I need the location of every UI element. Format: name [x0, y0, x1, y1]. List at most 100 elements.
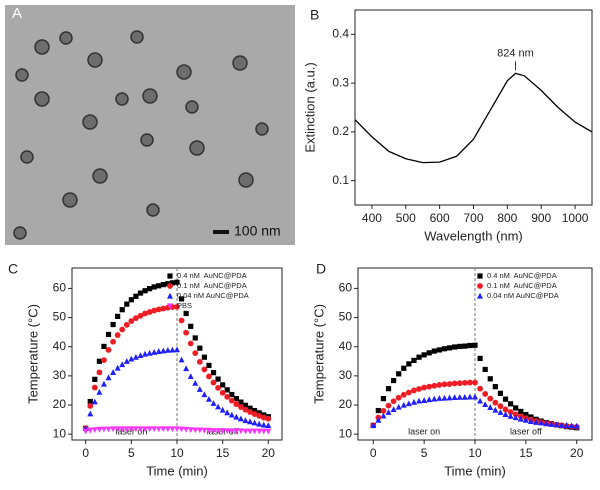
- marker: [522, 416, 529, 423]
- marker: [178, 296, 185, 302]
- marker: [156, 283, 162, 289]
- marker: [101, 343, 107, 350]
- marker: [155, 426, 162, 433]
- marker: [431, 382, 438, 389]
- marker: [132, 426, 139, 433]
- marker: [151, 307, 158, 314]
- marker: [178, 356, 185, 363]
- marker: [101, 357, 107, 364]
- marker: [114, 332, 121, 338]
- legend-marker: [167, 303, 173, 310]
- marker: [119, 326, 126, 333]
- tem-image: A 100 nm: [5, 5, 295, 245]
- legend-marker: [477, 292, 483, 299]
- marker: [472, 379, 478, 386]
- marker: [553, 421, 560, 428]
- marker: [96, 388, 103, 395]
- x-tick-label: 20: [262, 446, 276, 460]
- marker: [446, 345, 453, 351]
- marker: [385, 402, 392, 409]
- marker: [260, 421, 267, 428]
- marker: [100, 380, 107, 387]
- marker: [87, 427, 94, 434]
- marker: [370, 422, 377, 429]
- marker: [110, 338, 116, 345]
- marker: [436, 395, 443, 401]
- marker: [497, 390, 504, 396]
- marker: [205, 427, 212, 434]
- y-axis-label: Temperature (°C): [311, 304, 326, 404]
- y-tick-label: 0.4: [332, 27, 349, 41]
- marker: [390, 406, 397, 412]
- marker: [164, 347, 171, 353]
- marker: [492, 406, 499, 413]
- marker: [174, 303, 180, 310]
- marker: [224, 409, 231, 416]
- legend-label: 0.04 nM AuNC@PDA: [177, 291, 249, 300]
- marker: [233, 396, 239, 402]
- marker: [114, 426, 121, 433]
- marker: [174, 279, 180, 285]
- marker: [137, 290, 144, 296]
- marker: [215, 428, 222, 434]
- marker: [105, 331, 112, 338]
- marker: [527, 418, 534, 424]
- marker: [451, 394, 458, 401]
- marker: [224, 428, 231, 435]
- x-tick-label: 15: [216, 446, 230, 460]
- marker: [164, 426, 171, 433]
- marker: [196, 386, 203, 392]
- marker: [224, 387, 230, 393]
- marker: [128, 318, 135, 324]
- marker: [192, 350, 199, 357]
- marker: [201, 354, 207, 360]
- marker: [206, 373, 212, 380]
- marker: [196, 358, 203, 365]
- marker: [265, 415, 272, 422]
- marker: [105, 374, 112, 381]
- marker: [128, 297, 134, 303]
- marker: [142, 310, 148, 317]
- y-tick-label: 0.1: [332, 173, 349, 187]
- y-tick-label: 50: [53, 310, 67, 324]
- legend-label: 0.4 nM AuNC@PDA: [487, 271, 557, 280]
- marker: [482, 366, 488, 373]
- marker: [375, 416, 382, 423]
- marker: [517, 415, 524, 422]
- marker: [247, 409, 253, 415]
- marker: [502, 411, 509, 417]
- marker: [160, 347, 167, 354]
- marker: [390, 398, 397, 405]
- x-tick-label: 800: [497, 211, 517, 225]
- x-tick-label: 900: [531, 211, 551, 225]
- marker: [133, 293, 139, 299]
- x-axis-label: Wavelength (nm): [424, 228, 523, 243]
- y-tick-label: 10: [53, 426, 67, 440]
- marker: [100, 426, 107, 433]
- x-tick-label: 400: [362, 211, 382, 225]
- marker: [426, 350, 432, 356]
- marker: [251, 411, 258, 417]
- scale-bar-label: 100 nm: [234, 223, 281, 239]
- marker: [472, 342, 478, 348]
- marker: [482, 401, 489, 408]
- marker: [533, 419, 540, 425]
- marker: [228, 428, 235, 435]
- marker: [132, 354, 139, 360]
- x-tick-label: 700: [463, 211, 483, 225]
- legend-marker: [167, 273, 173, 279]
- marker: [201, 427, 208, 434]
- marker: [416, 386, 422, 392]
- marker: [123, 321, 130, 328]
- marker: [242, 406, 249, 413]
- marker: [538, 419, 545, 426]
- marker: [467, 342, 473, 349]
- marker: [151, 426, 158, 433]
- marker: [247, 428, 254, 435]
- y-tick-label: 0.2: [332, 124, 349, 138]
- marker: [411, 387, 417, 394]
- marker: [247, 418, 254, 425]
- marker: [395, 394, 402, 401]
- y-tick-label: 60: [53, 281, 67, 295]
- marker: [431, 395, 438, 402]
